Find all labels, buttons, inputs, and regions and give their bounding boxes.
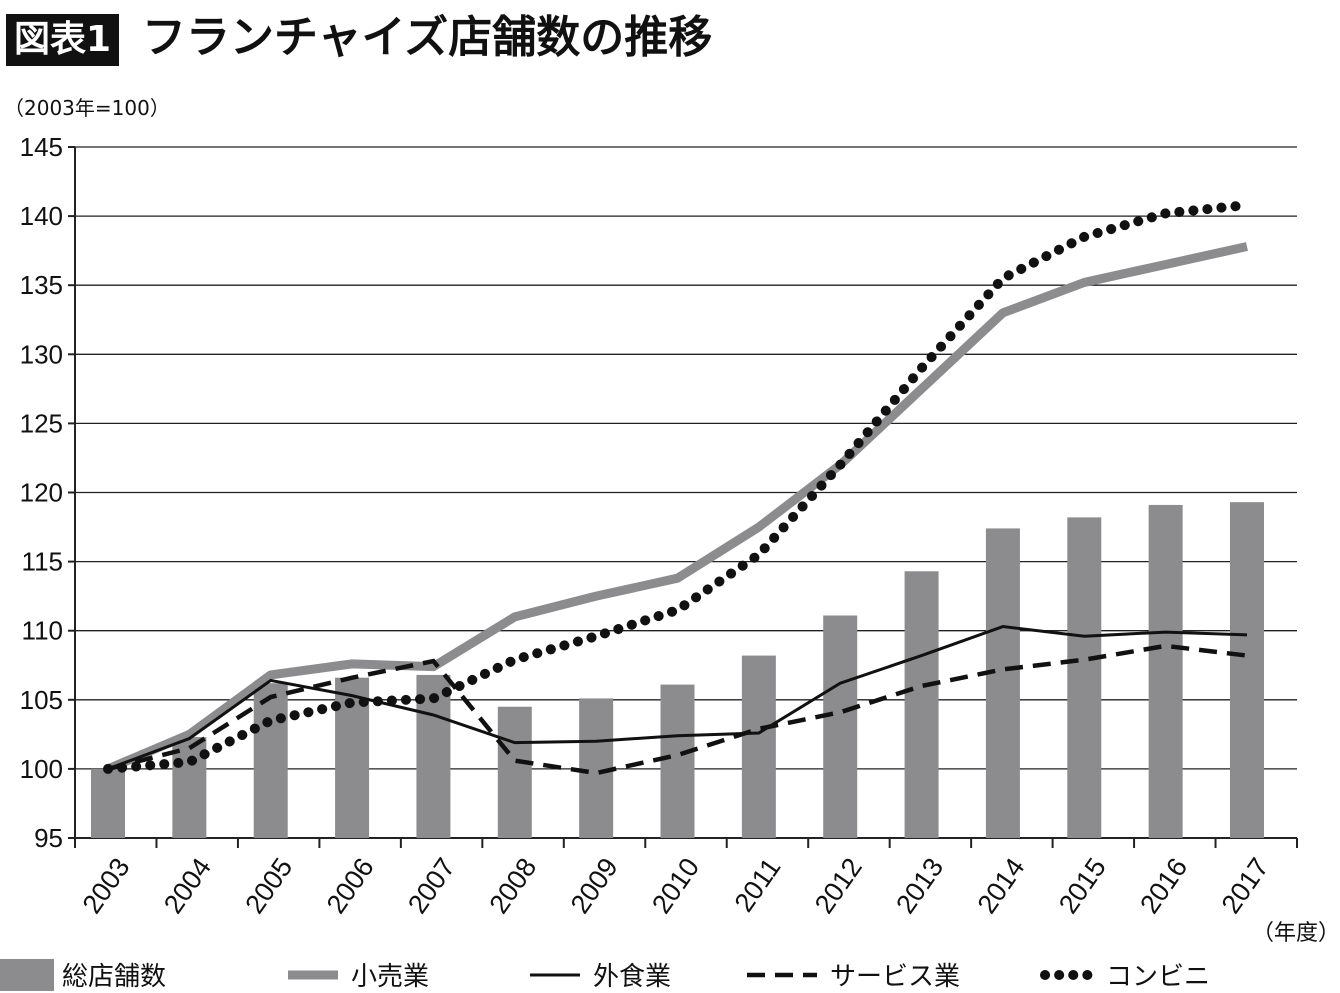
line-dotted [103,200,1252,774]
bar-2015 [1067,517,1102,838]
line-dashed [107,643,1248,776]
x-tick-label: 2005 [239,853,298,919]
x-tick-label: 2006 [321,853,380,919]
legend-swatch [0,958,54,991]
y-tick-label: 95 [34,823,63,853]
x-tick-label: 2012 [809,853,868,919]
legend-item: サービス業 [742,956,960,993]
x-tick-label: 2014 [972,853,1031,919]
x-unit-label: （年度） [1252,921,1340,946]
y-tick-label: 135 [20,270,63,300]
y-tick-label: 100 [20,754,63,784]
x-tick-label: 2017 [1216,853,1275,919]
bar-2011 [741,655,776,838]
legend-item: コンビニ [1040,956,1210,993]
bar-2005 [253,683,288,838]
legend-swatch [530,973,580,976]
bar-2017 [1230,502,1264,838]
y-tick-label: 120 [20,478,63,508]
y-unit-label: （2003年=100） [4,96,170,120]
bar-2013 [904,571,939,838]
x-tick-label: 2007 [402,853,461,919]
legend-item: 総店舗数 [0,956,166,993]
legend-swatch [1040,969,1098,980]
y-tick-label: 105 [20,685,63,715]
legend-swatch [288,970,338,979]
legend-item: 小売業 [283,956,429,993]
x-tick-label: 2004 [158,853,217,919]
legend-item: 外食業 [525,956,671,993]
x-tick-label: 2003 [77,853,136,919]
bar-2003 [91,768,125,838]
bar-2008 [497,706,532,838]
bar-2009 [579,698,614,838]
bar-2012 [823,615,858,838]
x-tick-label: 2013 [890,853,949,919]
legend-swatch [747,972,817,977]
legend-label: サービス業 [830,962,961,992]
legend-label: 総店舗数 [62,962,167,992]
y-tick-label: 145 [20,132,63,162]
bar-2014 [985,528,1020,838]
line-solid [107,625,1248,771]
bar-2016 [1148,504,1183,838]
x-tick-label: 2009 [565,853,624,919]
legend-label: 小売業 [351,962,430,992]
chart-title: フランチャイズ店舗数の推移 [142,12,713,63]
line-thick-gray [106,242,1248,774]
y-tick-label: 140 [20,201,63,231]
title-badge: 図表1 [6,14,120,66]
y-tick-label: 125 [20,408,63,438]
x-tick-label: 2016 [1134,853,1193,919]
x-tick-label: 2011 [729,853,787,918]
legend-label: コンビニ [1106,962,1211,992]
y-tick-label: 110 [22,616,63,646]
y-tick-label: 115 [22,547,63,577]
x-tick-label: 2010 [646,853,705,919]
x-tick-label: 2008 [483,853,542,919]
legend-label: 外食業 [593,962,672,992]
bar-2010 [660,684,695,838]
x-tick-label: 2015 [1053,853,1112,919]
y-tick-label: 130 [20,339,63,369]
